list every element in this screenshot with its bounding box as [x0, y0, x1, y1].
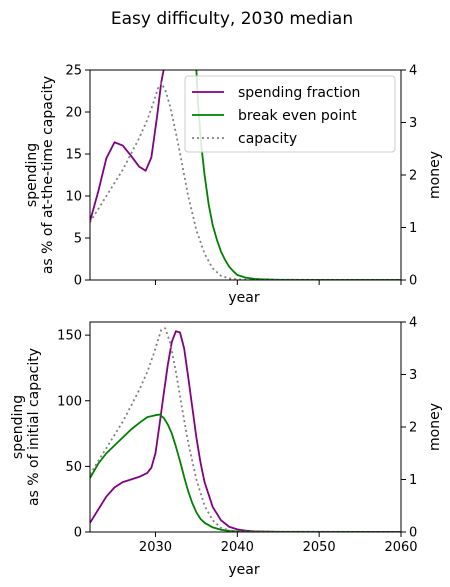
legend-label-break-even-point: break even point: [238, 108, 357, 124]
top-right-tick-label: 4: [409, 64, 417, 79]
top-left-tick-label: 0: [74, 274, 82, 289]
bottom-x-tick-label: 2050: [303, 540, 336, 555]
bottom-x-axis: 2030 2040 2050 2060: [139, 532, 418, 555]
top-ylabel-right: money: [427, 151, 443, 199]
bottom-left-tick-label: 0: [74, 526, 82, 541]
bottom-series-capacity: [90, 327, 401, 532]
bottom-ylabel-line1: spending: [10, 395, 26, 459]
top-left-tick-label: 20: [65, 106, 82, 121]
legend-label-capacity: capacity: [238, 131, 297, 147]
top-x-axis: [154, 280, 402, 285]
bottom-series-break-even-point: [90, 413, 401, 532]
bottom-right-tick-label: 4: [409, 316, 417, 331]
bottom-x-tick-label: 2060: [384, 540, 417, 555]
bottom-right-tick-label: 0: [409, 526, 417, 541]
bottom-xlabel: year: [228, 562, 259, 578]
bottom-right-tick-label: 3: [409, 368, 417, 383]
bottom-series-layer: [90, 327, 401, 532]
top-right-tick-label: 2: [409, 169, 417, 184]
top-right-axis: 0 1 2 3 4: [401, 64, 417, 289]
bottom-left-tick-label: 150: [57, 329, 82, 344]
bottom-left-tick-label: 100: [57, 394, 82, 409]
legend-label-spending-fraction: spending fraction: [238, 85, 360, 101]
bottom-plot-frame: [89, 321, 402, 533]
top-right-tick-label: 1: [409, 221, 417, 236]
bottom-right-axis: 0 1 2 3 4: [401, 316, 417, 541]
top-series-layer: [90, 70, 401, 280]
top-right-tick-label: 0: [409, 274, 417, 289]
top-series-spending-fraction: [90, 70, 165, 223]
top-right-tick-label: 3: [409, 116, 417, 131]
top-ylabel-line1: spending: [24, 143, 40, 207]
bottom-right-tick-label: 1: [409, 473, 417, 488]
bottom-ylabel-line2: as % of initial capacity: [26, 348, 42, 506]
top-left-tick-label: 5: [74, 232, 82, 247]
bottom-right-tick-label: 2: [409, 421, 417, 436]
top-left-tick-label: 10: [65, 190, 82, 205]
top-panel: 0 5 10 15 20 25 0 1 2 3 4 spending as % of at-the…: [24, 64, 443, 307]
top-left-tick-label: 15: [65, 148, 82, 163]
bottom-panel: 0 50 100 150 0 1 2 3 4 2030 2040 2050 2060 spendin…: [10, 316, 443, 579]
top-series-capacity: [90, 82, 401, 280]
bottom-series-spending-fraction: [90, 330, 401, 532]
legend: spending fraction break even point capac…: [184, 75, 396, 153]
bottom-x-tick-label: 2040: [221, 540, 254, 555]
top-left-tick-label: 25: [65, 64, 82, 79]
bottom-x-tick-label: 2030: [139, 540, 172, 555]
top-xlabel: year: [228, 290, 259, 306]
top-ylabel-line2: as % of at-the-time capacity: [40, 76, 56, 274]
legend-box: [184, 75, 396, 153]
bottom-ylabel-right: money: [427, 403, 443, 451]
bottom-left-axis: 0 50 100 150: [57, 329, 90, 541]
bottom-left-tick-label: 50: [65, 460, 82, 475]
figure-title: Easy difficulty, 2030 median: [111, 9, 353, 29]
top-left-axis: 0 5 10 15 20 25: [65, 64, 90, 289]
